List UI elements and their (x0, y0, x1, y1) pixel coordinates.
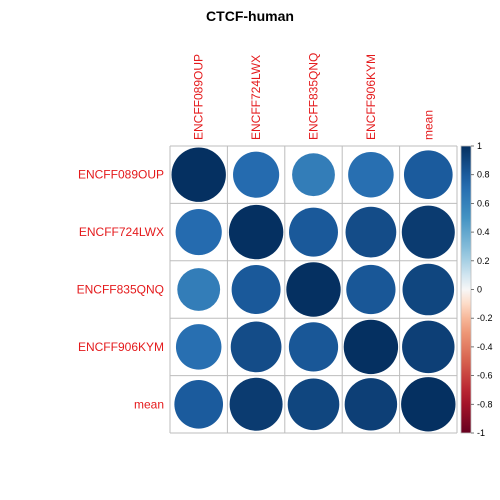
row-label: ENCFF906KYM (78, 340, 164, 354)
correlation-circle (401, 377, 456, 432)
colorbar-tick-label: 0.4 (477, 227, 490, 237)
correlation-circle (343, 319, 399, 375)
colorbar-tick-label: -0.6 (477, 371, 493, 381)
colorbar-tick-label: 0.6 (477, 198, 490, 208)
row-label: ENCFF724LWX (79, 225, 164, 239)
correlation-circle (174, 379, 224, 429)
correlation-circle (230, 321, 282, 373)
chart-title: CTCF-human (206, 8, 294, 24)
correlation-circle (175, 324, 222, 370)
row-label: ENCFF089OUP (78, 168, 164, 182)
correlation-circle (292, 153, 335, 197)
colorbar-tick-label: 1 (477, 141, 482, 151)
correlation-circle (233, 151, 280, 198)
colorbar-tick-label: 0 (477, 285, 482, 295)
colorbar-tick-label: 0.8 (477, 170, 490, 180)
colorbar-tick-label: -1 (477, 428, 485, 438)
colorbar-tick-label: -0.8 (477, 399, 493, 409)
correlation-circle (286, 262, 341, 317)
column-label: ENCFF906KYM (364, 54, 378, 140)
correlation-circle (231, 265, 281, 314)
correlation-circle (228, 204, 284, 260)
row-label: ENCFF835QNQ (77, 283, 164, 297)
correlation-circle (287, 378, 340, 431)
correlation-circle (289, 207, 338, 257)
correlation-circle (402, 320, 455, 374)
colorbar-tick-label: -0.4 (477, 342, 493, 352)
correlation-circle (175, 209, 222, 256)
column-label: ENCFF089OUP (192, 54, 206, 140)
column-label: ENCFF724LWX (249, 55, 263, 140)
correlation-circle (229, 377, 283, 431)
correlation-circle (402, 263, 455, 316)
colorbar (460, 145, 472, 434)
row-label: mean (134, 397, 164, 411)
colorbar-tick-label: 0.2 (477, 256, 490, 266)
correlation-circle (288, 322, 339, 372)
correlation-circle (345, 206, 397, 258)
correlation-circle (348, 151, 394, 198)
correlation-circle (171, 147, 226, 202)
colorbar-tick-label: -0.2 (477, 313, 493, 323)
correlation-circle (344, 378, 398, 431)
correlation-circle (401, 205, 455, 259)
correlation-circle (177, 268, 221, 311)
correlation-circle (403, 150, 453, 200)
column-label: ENCFF835QNQ (307, 53, 321, 140)
correlation-circle (346, 264, 396, 315)
column-label: mean (421, 110, 435, 140)
